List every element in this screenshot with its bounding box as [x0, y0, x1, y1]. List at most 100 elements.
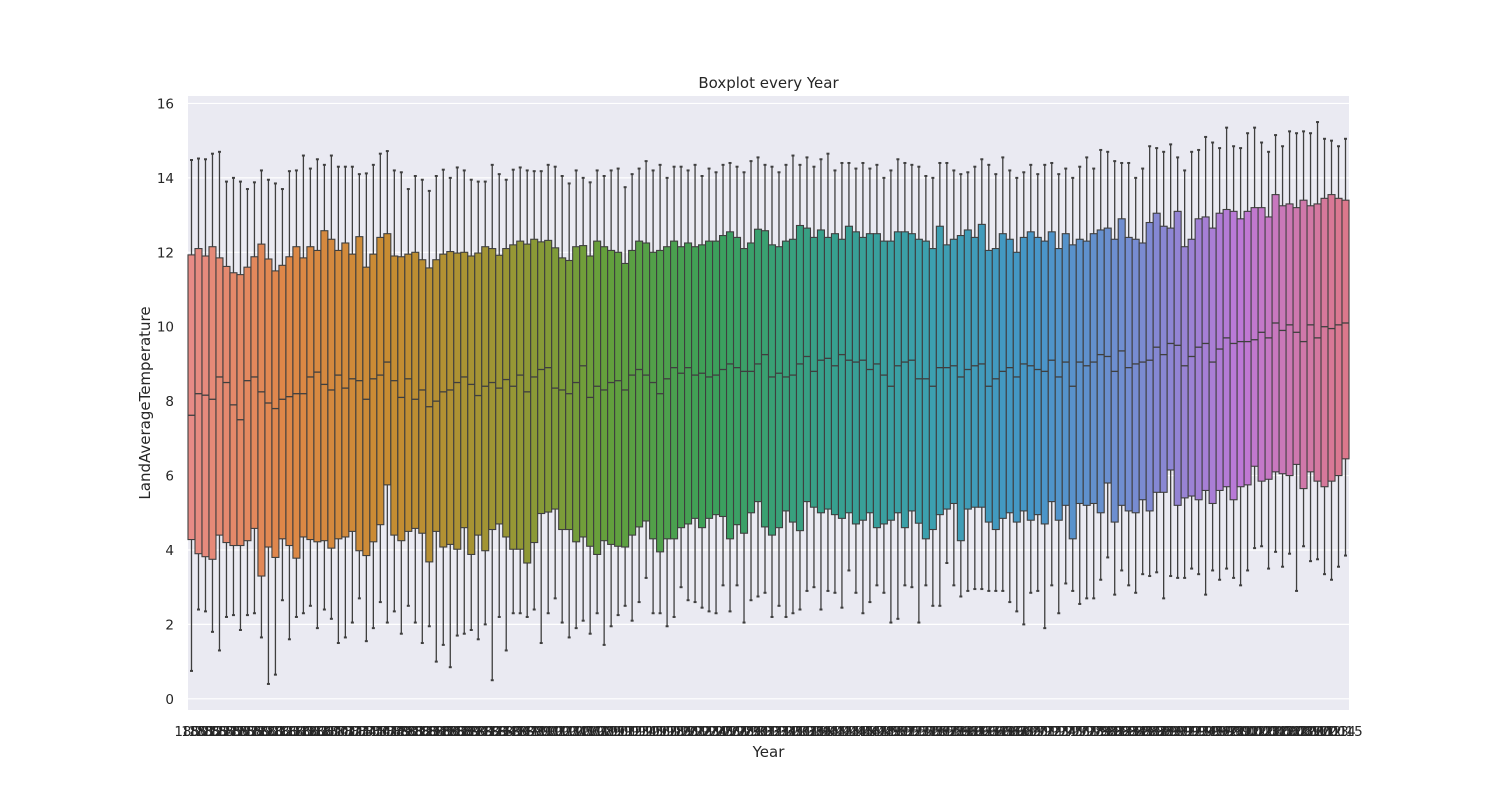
box-1931	[753, 156, 763, 598]
x-tick-label: 1877	[363, 724, 397, 740]
x-tick-label: 1867	[293, 724, 327, 740]
iqr-box	[474, 252, 483, 536]
iqr-box	[1299, 199, 1308, 490]
iqr-box	[1341, 199, 1350, 460]
iqr-box	[1159, 225, 1168, 493]
x-tick-label: 1906	[566, 724, 600, 740]
iqr-box	[1089, 233, 1098, 505]
iqr-box	[362, 266, 371, 557]
x-tick-label: 1850	[174, 724, 208, 740]
iqr-box	[530, 238, 539, 544]
x-tick-label: 1964	[972, 724, 1006, 740]
iqr-box	[1166, 227, 1175, 471]
x-tick-label: 1858	[230, 724, 264, 740]
x-tick-label: 1984	[1112, 724, 1146, 740]
iqr-box	[425, 267, 434, 563]
iqr-box	[795, 224, 805, 532]
x-tick-label: 1905	[559, 724, 593, 740]
iqr-box	[453, 252, 462, 550]
x-tick-label: 1885	[419, 724, 453, 740]
x-tick-label: 1978	[1070, 724, 1104, 740]
x-tick-label: 2008	[1279, 724, 1313, 740]
x-tick-label: 1883	[405, 724, 439, 740]
x-tick-label: 1861	[251, 724, 285, 740]
iqr-box	[1082, 240, 1091, 506]
y-tick-label: 16	[157, 96, 174, 112]
iqr-box	[1215, 212, 1224, 491]
x-tick-label: 1874	[342, 724, 376, 740]
x-tick-label: 1851	[181, 724, 215, 740]
x-tick-label: 1945	[839, 724, 873, 740]
y-axis-label: LandAverageTemperature	[136, 306, 154, 499]
x-tick-label: 1881	[391, 724, 425, 740]
x-tick-label: 2001	[1230, 724, 1264, 740]
x-tick-label: 1968	[1000, 724, 1034, 740]
x-tick-label: 1963	[965, 724, 999, 740]
iqr-box	[1068, 244, 1077, 540]
x-tick-label: 1958	[930, 724, 964, 740]
iqr-box	[830, 233, 839, 516]
x-tick-label: 1888	[440, 724, 474, 740]
iqr-box	[1033, 236, 1042, 516]
x-tick-label: 1985	[1119, 724, 1153, 740]
x-tick-label: 1951	[881, 724, 915, 740]
x-tick-label: 1988	[1139, 724, 1173, 740]
x-tick-label: 1987	[1132, 724, 1166, 740]
iqr-box	[481, 246, 490, 552]
x-tick-label: 1975	[1049, 724, 1083, 740]
iqr-box	[872, 233, 881, 529]
iqr-box	[816, 229, 826, 514]
iqr-box	[907, 233, 916, 512]
iqr-box	[1061, 233, 1070, 506]
x-tick-label: 1970	[1014, 724, 1048, 740]
iqr-box	[355, 236, 364, 552]
iqr-box	[1173, 210, 1182, 506]
x-tick-label: 1875	[349, 724, 383, 740]
x-tick-label: 1884	[412, 724, 446, 740]
iqr-box	[495, 254, 504, 525]
iqr-box	[1222, 208, 1231, 488]
iqr-box	[1054, 248, 1063, 521]
iqr-box	[851, 231, 860, 525]
x-tick-label: 1896	[496, 724, 530, 740]
iqr-box	[809, 236, 819, 508]
box-1855	[222, 180, 231, 618]
iqr-box	[718, 234, 728, 518]
x-tick-label: 1920	[664, 724, 698, 740]
box-1960	[956, 173, 965, 598]
x-tick-label: 1936	[776, 724, 810, 740]
box-1870	[327, 154, 336, 620]
iqr-box	[1194, 218, 1203, 501]
iqr-box	[684, 242, 693, 525]
x-tick-label: 1898	[510, 724, 544, 740]
x-tick-label: 1983	[1105, 724, 1139, 740]
boxes-layer	[187, 121, 1350, 685]
iqr-box	[446, 250, 455, 545]
iqr-box	[698, 244, 707, 529]
iqr-box	[705, 240, 714, 519]
box-1955	[921, 175, 930, 587]
iqr-box	[781, 240, 791, 512]
x-tick-label: 1981	[1091, 724, 1125, 740]
x-tick-label: 1996	[1195, 724, 1229, 740]
iqr-box	[250, 256, 259, 529]
x-tick-label: 1959	[937, 724, 971, 740]
x-tick-label: 2014	[1321, 724, 1355, 740]
x-tick-label: 1954	[902, 724, 936, 740]
iqr-box	[656, 249, 665, 553]
iqr-box	[628, 249, 637, 536]
iqr-box	[642, 242, 651, 522]
x-tick-label: 1876	[356, 724, 390, 740]
iqr-box	[327, 238, 336, 549]
iqr-box	[1313, 203, 1322, 482]
x-tick-label: 1873	[335, 724, 369, 740]
x-tick-label: 1992	[1167, 724, 1201, 740]
y-tick-label: 10	[157, 320, 174, 336]
x-tick-label: 2004	[1251, 724, 1285, 740]
iqr-box	[537, 241, 546, 515]
iqr-box	[544, 239, 553, 513]
iqr-box	[257, 243, 266, 577]
x-tick-label: 1901	[531, 724, 565, 740]
x-tick-label: 1899	[517, 724, 551, 740]
